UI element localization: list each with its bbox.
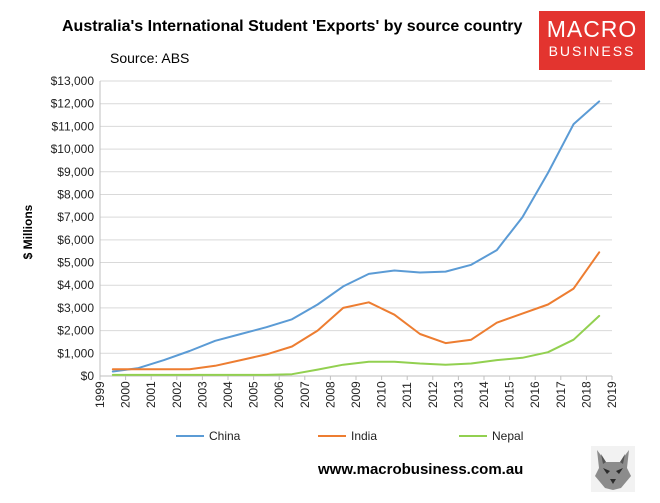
x-tick-label: 2008 xyxy=(323,381,337,408)
x-tick-label: 2002 xyxy=(170,381,184,408)
x-tick-label: 2005 xyxy=(247,381,261,408)
y-tick-label: $3,000 xyxy=(57,301,94,315)
x-tick-label: 2012 xyxy=(426,381,440,408)
y-tick-label: $11,000 xyxy=(52,119,95,133)
x-tick-label: 2011 xyxy=(400,382,414,408)
y-tick-label: $1,000 xyxy=(57,346,94,360)
x-tick-label: 2015 xyxy=(503,381,517,408)
x-tick-label: 2010 xyxy=(375,381,389,408)
x-tick-label: 2007 xyxy=(298,381,312,408)
legend: China India Nepal xyxy=(176,429,523,443)
chart-title: Australia's International Student 'Expor… xyxy=(62,18,523,35)
x-tick-label: 2009 xyxy=(349,381,363,408)
x-tick-label: 1999 xyxy=(93,381,107,408)
x-tick-label: 2017 xyxy=(554,381,568,408)
x-tick-label: 2004 xyxy=(221,381,235,408)
y-axis-label: $ Millions xyxy=(21,204,35,259)
series-line-china xyxy=(111,100,601,373)
y-tick-label: $5,000 xyxy=(57,256,94,270)
macrobusiness-logo: MACRO BUSINESS xyxy=(539,11,645,70)
y-tick-label: $8,000 xyxy=(57,187,94,201)
series-line-india xyxy=(111,251,601,371)
series-line-nepal xyxy=(111,314,601,376)
x-tick-label: 2003 xyxy=(195,381,209,408)
x-tick-label: 2006 xyxy=(272,381,286,408)
legend-label-nepal: Nepal xyxy=(492,429,523,443)
legend-label-india: India xyxy=(351,429,377,443)
x-tick-label: 2014 xyxy=(477,381,491,408)
y-tick-label: $0 xyxy=(81,369,95,383)
x-tick-label: 2018 xyxy=(579,381,593,408)
logo-text-business: BUSINESS xyxy=(548,43,636,59)
y-tick-label: $10,000 xyxy=(51,142,95,156)
y-tick-label: $9,000 xyxy=(57,165,94,179)
y-tick-label: $7,000 xyxy=(57,210,94,224)
x-tick-label: 2016 xyxy=(528,381,542,408)
chart-source: Source: ABS xyxy=(110,50,190,66)
series-lines xyxy=(111,100,601,376)
y-axis-ticks: $0 $1,000 $2,000 $3,000 $4,000 $5,000 $6,000 $7… xyxy=(51,74,95,383)
y-tick-label: $13,000 xyxy=(51,74,95,88)
legend-label-china: China xyxy=(209,429,241,443)
wolf-logo-icon xyxy=(591,446,635,492)
x-tick-label: 2019 xyxy=(605,381,619,408)
axes xyxy=(99,81,612,377)
y-tick-label: $6,000 xyxy=(57,233,94,247)
website-url: www.macrobusiness.com.au xyxy=(318,461,524,478)
x-tick-label: 2013 xyxy=(451,381,465,408)
gridlines xyxy=(100,80,612,354)
y-tick-label: $12,000 xyxy=(51,97,95,111)
y-tick-label: $4,000 xyxy=(57,278,94,292)
x-tick-label: 2001 xyxy=(144,381,158,408)
x-tick-label: 2000 xyxy=(119,381,133,408)
x-axis-ticks: 1999 2000 2001 2002 2003 2004 2005 2006 2007 2008… xyxy=(93,376,619,408)
logo-text-macro: MACRO xyxy=(546,16,638,42)
y-tick-label: $2,000 xyxy=(57,324,94,338)
